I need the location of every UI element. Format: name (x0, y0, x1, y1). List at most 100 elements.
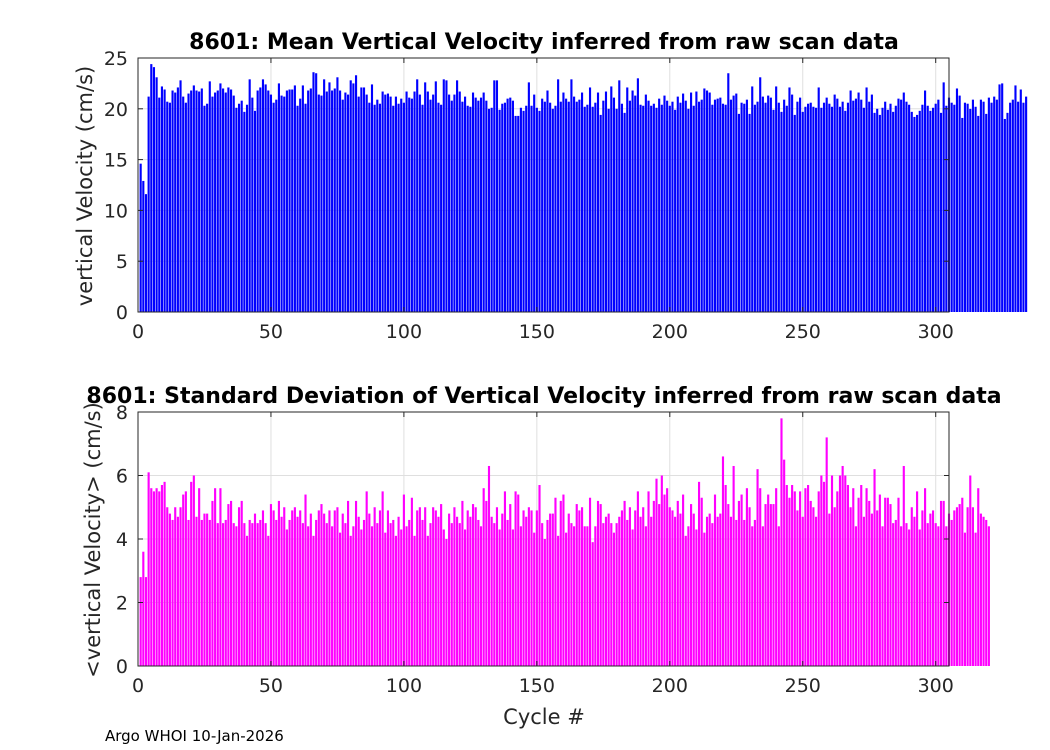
bar (325, 91, 328, 312)
bar (190, 90, 193, 312)
bar (721, 103, 725, 312)
bar (405, 526, 408, 666)
bar (155, 488, 158, 666)
bar (852, 100, 855, 312)
bar (636, 78, 639, 312)
bar (139, 163, 142, 312)
bar (995, 99, 998, 312)
bar (283, 96, 286, 312)
bar (546, 519, 549, 666)
bar (150, 488, 153, 666)
y-tick-label: 10 (104, 200, 128, 222)
bar (620, 510, 624, 666)
bar (222, 88, 225, 312)
bar (963, 102, 967, 312)
bar (485, 100, 488, 312)
bar (985, 113, 988, 312)
bar (272, 102, 275, 312)
bar (315, 519, 318, 666)
bar (163, 481, 166, 666)
bar (838, 106, 842, 313)
bar (668, 507, 671, 666)
bar (961, 497, 964, 666)
bar (618, 516, 621, 666)
bar (862, 516, 865, 666)
bar (687, 526, 690, 666)
bar (814, 516, 818, 666)
bar (647, 100, 650, 312)
bar (767, 95, 770, 312)
bar (626, 519, 629, 666)
bar (658, 98, 661, 312)
bar (836, 98, 839, 312)
bar (285, 529, 288, 666)
bar (761, 526, 764, 666)
bar (612, 532, 616, 666)
x-axis-label: Cycle # (503, 705, 585, 729)
bar (876, 108, 879, 312)
bar (158, 491, 161, 667)
bar (368, 513, 371, 666)
bar (219, 83, 222, 313)
bar (256, 523, 259, 667)
bar (958, 504, 961, 666)
bar (301, 85, 304, 313)
bar (905, 101, 908, 312)
bar (211, 500, 214, 666)
bar (517, 494, 520, 666)
bar (751, 86, 754, 312)
y-tick-label: 20 (104, 99, 128, 121)
bar (783, 459, 786, 667)
bar (902, 92, 905, 312)
bar (559, 500, 562, 666)
bar (852, 488, 855, 666)
bar (222, 523, 225, 667)
bar (737, 500, 740, 666)
bar (610, 523, 613, 667)
bar (671, 510, 674, 666)
bar (897, 98, 900, 312)
bar (264, 84, 267, 312)
bar (384, 94, 387, 312)
bar (487, 108, 491, 312)
bar (937, 99, 940, 312)
bar (711, 104, 714, 313)
bar (820, 107, 823, 312)
y-axis-label-mean: vertical Velocity (cm/s) (73, 66, 97, 306)
bar (309, 88, 312, 312)
bar (668, 105, 671, 312)
bar (426, 91, 429, 312)
bar (740, 102, 743, 312)
bar (429, 99, 432, 312)
bar (745, 488, 748, 666)
bar (312, 72, 315, 312)
bar (373, 507, 376, 666)
bar (836, 491, 839, 667)
bar (203, 105, 206, 312)
bar (307, 90, 310, 312)
bar (216, 90, 219, 312)
bar (971, 507, 974, 666)
bar (498, 109, 501, 312)
x-tick-label: 50 (259, 675, 283, 697)
bar (541, 523, 544, 667)
bar (501, 513, 504, 666)
bar (365, 94, 368, 312)
bar (626, 87, 629, 313)
bar (663, 494, 666, 666)
bar (530, 510, 533, 666)
bar (440, 504, 443, 666)
bar (200, 519, 203, 666)
bar (955, 507, 959, 666)
bar (737, 113, 740, 312)
bar (594, 526, 597, 666)
bar (448, 513, 451, 666)
bar (333, 88, 336, 312)
bar (160, 485, 163, 666)
bar (251, 523, 254, 667)
bar (514, 491, 517, 667)
bar (955, 88, 959, 312)
bar (277, 83, 280, 313)
bar (849, 507, 852, 666)
